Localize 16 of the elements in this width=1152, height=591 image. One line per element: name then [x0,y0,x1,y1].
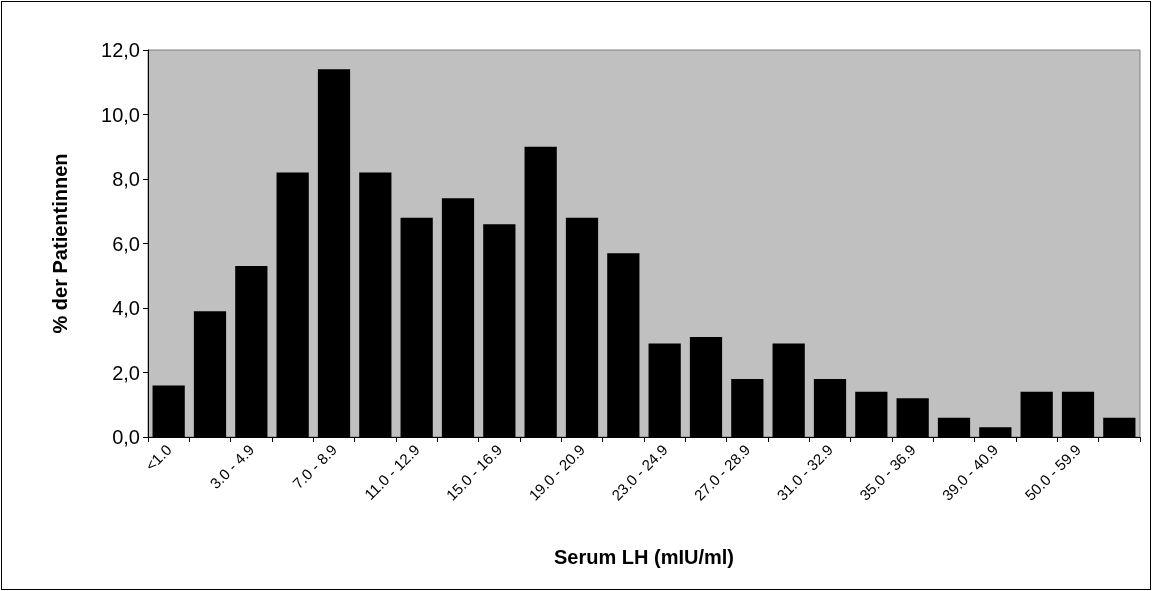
x-tick-label: 3.0 - 4.9 [206,440,258,492]
y-tick-label: 12,0 [101,39,140,61]
x-tick-label: 7.0 - 8.9 [289,440,341,492]
y-tick-label: 2,0 [112,361,140,384]
x-tick-label: 39.0 - 40.9 [938,440,1002,504]
x-tick-label: <1.0 [141,440,175,474]
y-tick-label: 6,0 [112,232,140,255]
x-tick-label: 35.0 - 36.9 [855,440,919,504]
y-tick-label: 4,0 [112,297,140,319]
y-tick-label: 10,0 [101,103,140,126]
x-axis-title: Serum LH (mIU/ml) [553,546,735,568]
x-tick-label: 50.0 - 59.9 [1021,440,1085,504]
y-tick-label: 0,0 [112,426,140,448]
x-tick-label: 31.0 - 32.9 [773,440,837,504]
y-tick-label: 8,0 [112,168,140,190]
y-axis-title: % der Patientinnen [49,153,71,334]
